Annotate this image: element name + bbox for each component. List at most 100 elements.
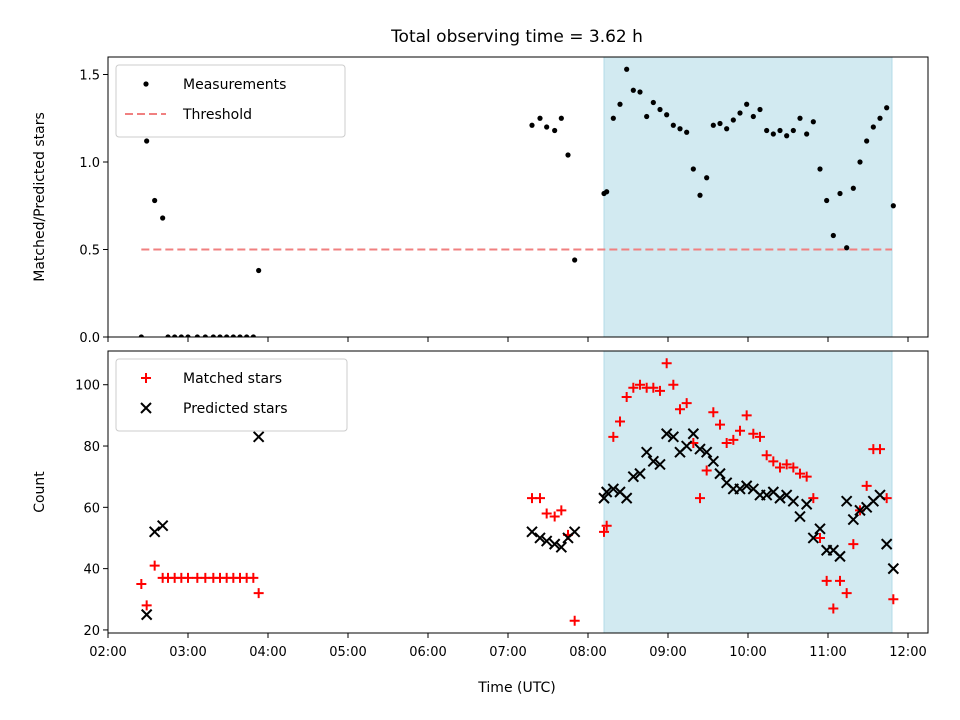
data-point	[210, 334, 216, 337]
data-point	[684, 129, 690, 135]
x-tick-label: 09:00	[649, 645, 686, 660]
count-panel: 20 40 60 80 100 02:00 03:00 04:00 05:00 06:00 07:0…	[32, 350, 929, 660]
data-point	[841, 588, 852, 599]
data-point	[810, 119, 816, 125]
data-point	[701, 465, 712, 476]
data-point	[630, 87, 636, 93]
data-point	[675, 404, 685, 415]
data-point	[681, 398, 692, 409]
data-point	[668, 379, 679, 390]
legend-box	[115, 64, 346, 138]
data-point	[795, 468, 805, 479]
data-point	[697, 192, 703, 198]
data-point	[637, 89, 643, 95]
x-tick-label: 03:00	[169, 645, 206, 660]
data-point	[848, 539, 859, 550]
data-point	[250, 334, 256, 337]
data-point	[141, 600, 152, 611]
y-tick-label: 40	[83, 563, 100, 578]
data-point	[710, 122, 716, 128]
y-tick-label: 20	[83, 624, 100, 639]
data-point	[556, 505, 567, 516]
data-point	[761, 450, 772, 461]
data-point	[615, 416, 625, 427]
data-point	[608, 431, 619, 442]
data-point	[149, 560, 160, 571]
data-point	[717, 120, 723, 127]
data-point	[140, 608, 153, 621]
data-point	[148, 526, 161, 538]
data-point	[136, 578, 147, 589]
series-predicted-stars	[140, 428, 900, 621]
data-point	[661, 358, 672, 369]
data-point	[715, 419, 725, 430]
data-point	[540, 535, 553, 547]
data-point	[870, 124, 876, 130]
data-point	[887, 562, 900, 575]
plot-area	[138, 57, 896, 337]
x-axis-label: Time (UTC)	[477, 680, 555, 696]
data-point	[253, 588, 264, 599]
data-point	[152, 197, 158, 204]
data-point	[644, 113, 650, 120]
axes-frame	[107, 350, 929, 634]
axes-frame	[107, 56, 929, 338]
data-point	[884, 105, 890, 111]
data-point	[707, 455, 720, 468]
data-point	[875, 444, 885, 455]
data-point	[730, 117, 736, 123]
data-point	[721, 437, 732, 448]
data-point	[735, 425, 745, 436]
data-point	[537, 115, 543, 121]
data-point	[714, 467, 726, 480]
x-tick-label: 11:00	[809, 645, 846, 660]
y-tick-label: 1.5	[79, 69, 100, 84]
data-point	[808, 493, 819, 504]
legend-marker	[141, 373, 151, 383]
y-axis-label: Count	[32, 471, 48, 513]
data-point	[657, 106, 663, 113]
data-point	[194, 334, 200, 337]
data-point	[183, 572, 193, 583]
data-point	[634, 467, 646, 480]
x-tick-label: 05:00	[329, 645, 366, 660]
data-point	[185, 334, 191, 337]
data-point	[552, 127, 558, 134]
data-point	[178, 334, 184, 337]
data-point	[627, 470, 640, 483]
data-point	[774, 492, 786, 504]
data-point	[775, 462, 785, 473]
data-point	[740, 480, 753, 492]
data-point	[850, 185, 856, 191]
data-point	[648, 382, 659, 393]
data-point	[694, 443, 706, 455]
data-point	[781, 459, 792, 470]
data-point	[610, 115, 616, 121]
data-point	[230, 334, 236, 337]
data-point	[568, 526, 581, 538]
legend-marker	[143, 81, 149, 87]
data-point	[807, 532, 820, 544]
data-point	[784, 133, 790, 139]
data-point	[598, 492, 610, 504]
y-tick-label: 0.5	[79, 244, 100, 259]
data-point	[888, 594, 899, 605]
data-point	[549, 511, 560, 522]
data-point	[628, 382, 639, 393]
data-point	[788, 462, 799, 473]
data-point	[794, 510, 806, 523]
data-point	[874, 489, 886, 501]
data-point	[635, 379, 645, 390]
y-tick-label: 60	[83, 501, 100, 516]
data-point	[172, 334, 178, 337]
data-point	[760, 489, 773, 501]
data-point	[834, 550, 846, 563]
data-point	[728, 434, 739, 445]
data-point	[529, 122, 535, 128]
data-point	[654, 458, 666, 471]
legend-label: Matched stars	[183, 371, 282, 387]
data-point	[156, 520, 169, 532]
legend: Matched stars Predicted stars	[115, 358, 348, 432]
data-point	[835, 575, 845, 586]
data-point	[667, 431, 680, 443]
